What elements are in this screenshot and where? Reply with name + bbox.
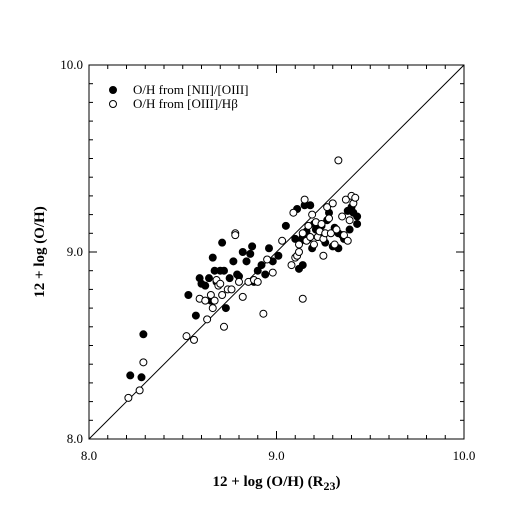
data-point-oiii-hbeta <box>306 233 315 242</box>
data-point-oiii-hbeta <box>235 277 243 286</box>
data-point-oiii-hbeta <box>278 236 287 245</box>
data-point-oiii-hbeta <box>326 229 335 238</box>
data-point-oiii-hbeta <box>210 296 219 305</box>
data-point-oiii-hbeta <box>298 229 307 238</box>
data-point-oiii-hbeta <box>304 221 313 230</box>
x-axis-title-close: ) <box>336 474 341 490</box>
data-point-nii-oiii <box>261 270 270 279</box>
data-point-oiii-hbeta <box>341 195 350 204</box>
data-point-oiii-hbeta <box>323 203 332 212</box>
data-point-oiii-hbeta <box>328 199 337 208</box>
data-point-oiii-hbeta <box>231 231 240 240</box>
data-point-oiii-hbeta <box>287 261 296 270</box>
data-point-oiii-hbeta <box>201 296 210 305</box>
x-axis-title: 12 + log (O/H) (R23) <box>212 474 340 493</box>
x-tick-label: 9.0 <box>268 448 284 463</box>
data-point-oiii-hbeta <box>340 231 348 240</box>
data-point-nii-oiii <box>298 261 307 270</box>
data-point-oiii-hbeta <box>227 285 236 294</box>
data-point-oiii-hbeta <box>289 208 298 217</box>
data-point-nii-oiii <box>257 261 266 270</box>
data-point-oiii-hbeta <box>325 214 333 223</box>
data-point-oiii-hbeta <box>206 291 215 300</box>
data-point-nii-oiii <box>225 274 234 283</box>
y-tick-label: 9.0 <box>67 244 83 259</box>
data-point-nii-oiii <box>246 249 255 258</box>
data-point-nii-oiii <box>265 244 273 253</box>
data-point-oiii-hbeta <box>238 292 247 301</box>
data-point-oiii-hbeta <box>334 156 343 165</box>
data-point-oiii-hbeta <box>317 219 326 228</box>
data-point-oiii-hbeta <box>268 268 277 277</box>
data-point-oiii-hbeta <box>259 309 268 318</box>
data-point-nii-oiii <box>353 219 362 228</box>
data-point-oiii-hbeta <box>310 240 318 249</box>
x-tick-label: 10.0 <box>453 448 476 463</box>
data-point-nii-oiii <box>184 291 193 300</box>
data-point-oiii-hbeta <box>182 332 191 341</box>
data-point-nii-oiii <box>253 266 262 275</box>
data-point-oiii-hbeta <box>135 386 144 395</box>
data-point-nii-oiii <box>208 253 217 262</box>
data-point-nii-oiii <box>220 266 228 275</box>
legend-marker-open <box>109 100 117 108</box>
data-point-oiii-hbeta <box>208 304 217 313</box>
data-point-oiii-hbeta <box>330 240 339 249</box>
data-point-oiii-hbeta <box>220 322 228 331</box>
data-point-nii-oiii <box>137 373 146 382</box>
data-point-nii-oiii <box>281 221 290 230</box>
data-point-oiii-hbeta <box>263 255 272 264</box>
major-ticks <box>89 65 464 439</box>
data-point-nii-oiii <box>242 257 251 266</box>
data-point-oiii-hbeta <box>298 294 307 303</box>
x-tick-label: 8.0 <box>81 448 97 463</box>
data-point-nii-oiii <box>126 371 135 380</box>
data-point-oiii-hbeta <box>203 315 212 324</box>
data-point-oiii-hbeta <box>351 193 360 202</box>
data-point-nii-oiii <box>353 212 362 221</box>
data-point-nii-oiii <box>139 330 148 339</box>
data-point-nii-oiii <box>306 201 315 210</box>
x-axis-title-subscript: 23 <box>324 479 336 493</box>
data-point-oiii-hbeta <box>319 251 328 260</box>
legend: O/H from [NII]/[OIII] O/H from [OIII]/Hβ <box>109 82 249 111</box>
data-point-oiii-hbeta <box>338 212 347 221</box>
data-point-oiii-hbeta <box>190 335 198 344</box>
data-point-oiii-hbeta <box>343 236 352 245</box>
data-point-nii-oiii <box>205 274 213 283</box>
legend-marker-filled <box>109 86 117 94</box>
data-point-oiii-hbeta <box>332 225 341 234</box>
data-point-nii-oiii <box>221 304 230 313</box>
data-point-oiii-hbeta <box>300 195 309 204</box>
legend-label: O/H from [NII]/[OIII] <box>133 82 249 97</box>
one-to-one-line <box>88 64 465 440</box>
y-axis-title: 12 + log (O/H) <box>32 206 48 297</box>
data-point-oiii-hbeta <box>345 216 354 225</box>
data-point-nii-oiii <box>201 281 210 290</box>
data-point-nii-oiii <box>229 257 238 266</box>
data-point-nii-oiii <box>248 242 257 251</box>
data-point-oiii-hbeta <box>139 358 148 367</box>
data-point-nii-oiii <box>218 238 227 247</box>
data-point-oiii-hbeta <box>216 279 225 288</box>
x-axis-title-main: 12 + log (O/H) (R <box>212 474 323 490</box>
data-point-oiii-hbeta <box>253 277 262 286</box>
legend-label: O/H from [OIII]/Hβ <box>133 96 238 111</box>
data-point-nii-oiii <box>345 225 354 234</box>
data-point-nii-oiii <box>191 311 200 320</box>
minor-ticks <box>89 65 464 439</box>
data-point-oiii-hbeta <box>218 291 227 300</box>
data-point-oiii-hbeta <box>308 210 317 219</box>
data-point-nii-oiii <box>274 251 283 260</box>
y-tick-label: 10.0 <box>60 57 83 72</box>
data-points <box>124 156 362 402</box>
y-tick-label: 8.0 <box>67 431 83 446</box>
data-point-oiii-hbeta <box>124 393 133 402</box>
data-point-oiii-hbeta <box>295 248 303 256</box>
data-point-nii-oiii <box>238 248 247 256</box>
data-point-oiii-hbeta <box>295 240 303 249</box>
